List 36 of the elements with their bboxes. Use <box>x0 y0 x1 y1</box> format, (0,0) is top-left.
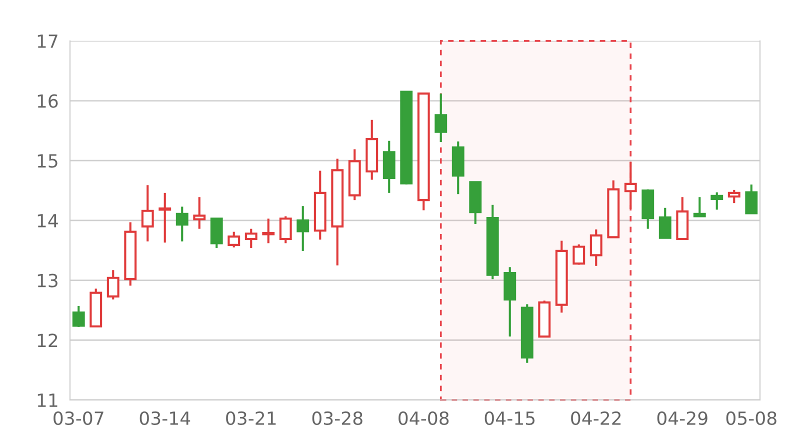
y-tick-label: 17 <box>38 34 58 48</box>
y-tick-label: 15 <box>38 154 58 168</box>
candlestick <box>176 206 188 242</box>
x-tick-label: 04-29 <box>657 411 708 426</box>
candlestick <box>193 196 206 230</box>
candlestick <box>590 228 602 267</box>
candlestick <box>572 243 586 266</box>
x-tick-label: 03-14 <box>140 411 190 426</box>
candlestick <box>745 183 758 215</box>
y-tick-label: 14 <box>38 214 58 228</box>
x-tick-label: 04-22 <box>571 411 621 426</box>
candlestick <box>710 191 724 211</box>
candlestick <box>141 184 154 242</box>
y-tick-label: 16 <box>38 94 58 108</box>
candlestick <box>158 192 172 244</box>
y-tick-label: 12 <box>38 334 58 347</box>
candlestick <box>72 304 85 328</box>
x-tick-label: 05-08 <box>726 411 776 426</box>
candlestick <box>279 215 292 244</box>
candlestick <box>434 92 448 144</box>
y-tick-label: 13 <box>38 274 58 288</box>
candlestick <box>728 188 740 204</box>
candlestick <box>106 269 120 300</box>
candlestick <box>624 160 637 210</box>
candlestick <box>244 228 258 250</box>
x-tick-label: 03-07 <box>54 411 104 426</box>
x-tick-label: 03-21 <box>226 411 276 426</box>
candlestick <box>228 230 240 248</box>
candlestick <box>296 205 310 252</box>
x-tick-label: 04-08 <box>398 411 449 426</box>
candlestick <box>693 196 706 218</box>
x-tick-label: 04-15 <box>484 411 535 426</box>
candlestick <box>658 206 672 240</box>
y-tick-label: 11 <box>38 394 58 407</box>
candlestick <box>262 218 275 244</box>
x-tick-label: 03-28 <box>312 411 362 426</box>
